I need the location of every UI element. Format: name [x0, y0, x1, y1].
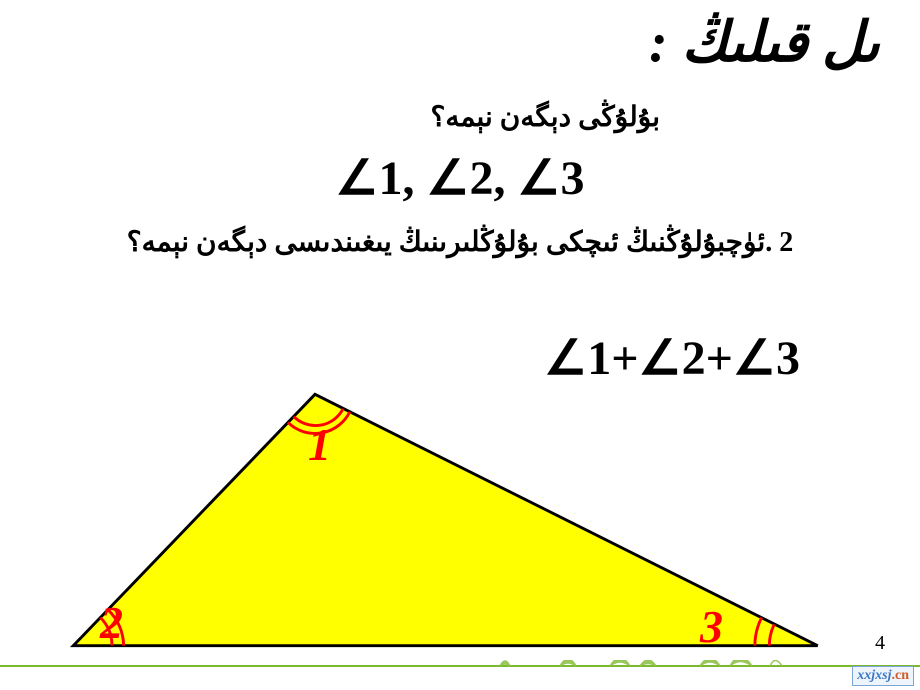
- question-2: 2 .ئۈچبۇلۇڭنىڭ ئىچكى بۇلۇڭلىرىنىڭ يىغىند…: [0, 225, 920, 261]
- angles-list: ∠1, ∠2, ∠3: [0, 150, 920, 206]
- vertex-label-3: 3: [700, 600, 723, 653]
- vertex-label-1: 1: [308, 418, 331, 471]
- question-1: بۇلۇڭى دېگەن نېمە؟: [430, 100, 660, 134]
- ground-decoration: [0, 660, 920, 690]
- page-number: 4: [875, 632, 885, 655]
- slide-title: ىل قىلىڭ :: [649, 10, 880, 75]
- watermark-logo: xxjxsj.cn: [852, 666, 914, 686]
- vertex-label-2: 2: [100, 596, 123, 649]
- logo-suffix: .cn: [892, 668, 910, 683]
- triangle-diagram: [0, 375, 920, 665]
- logo-text: xxjxsj: [857, 668, 891, 683]
